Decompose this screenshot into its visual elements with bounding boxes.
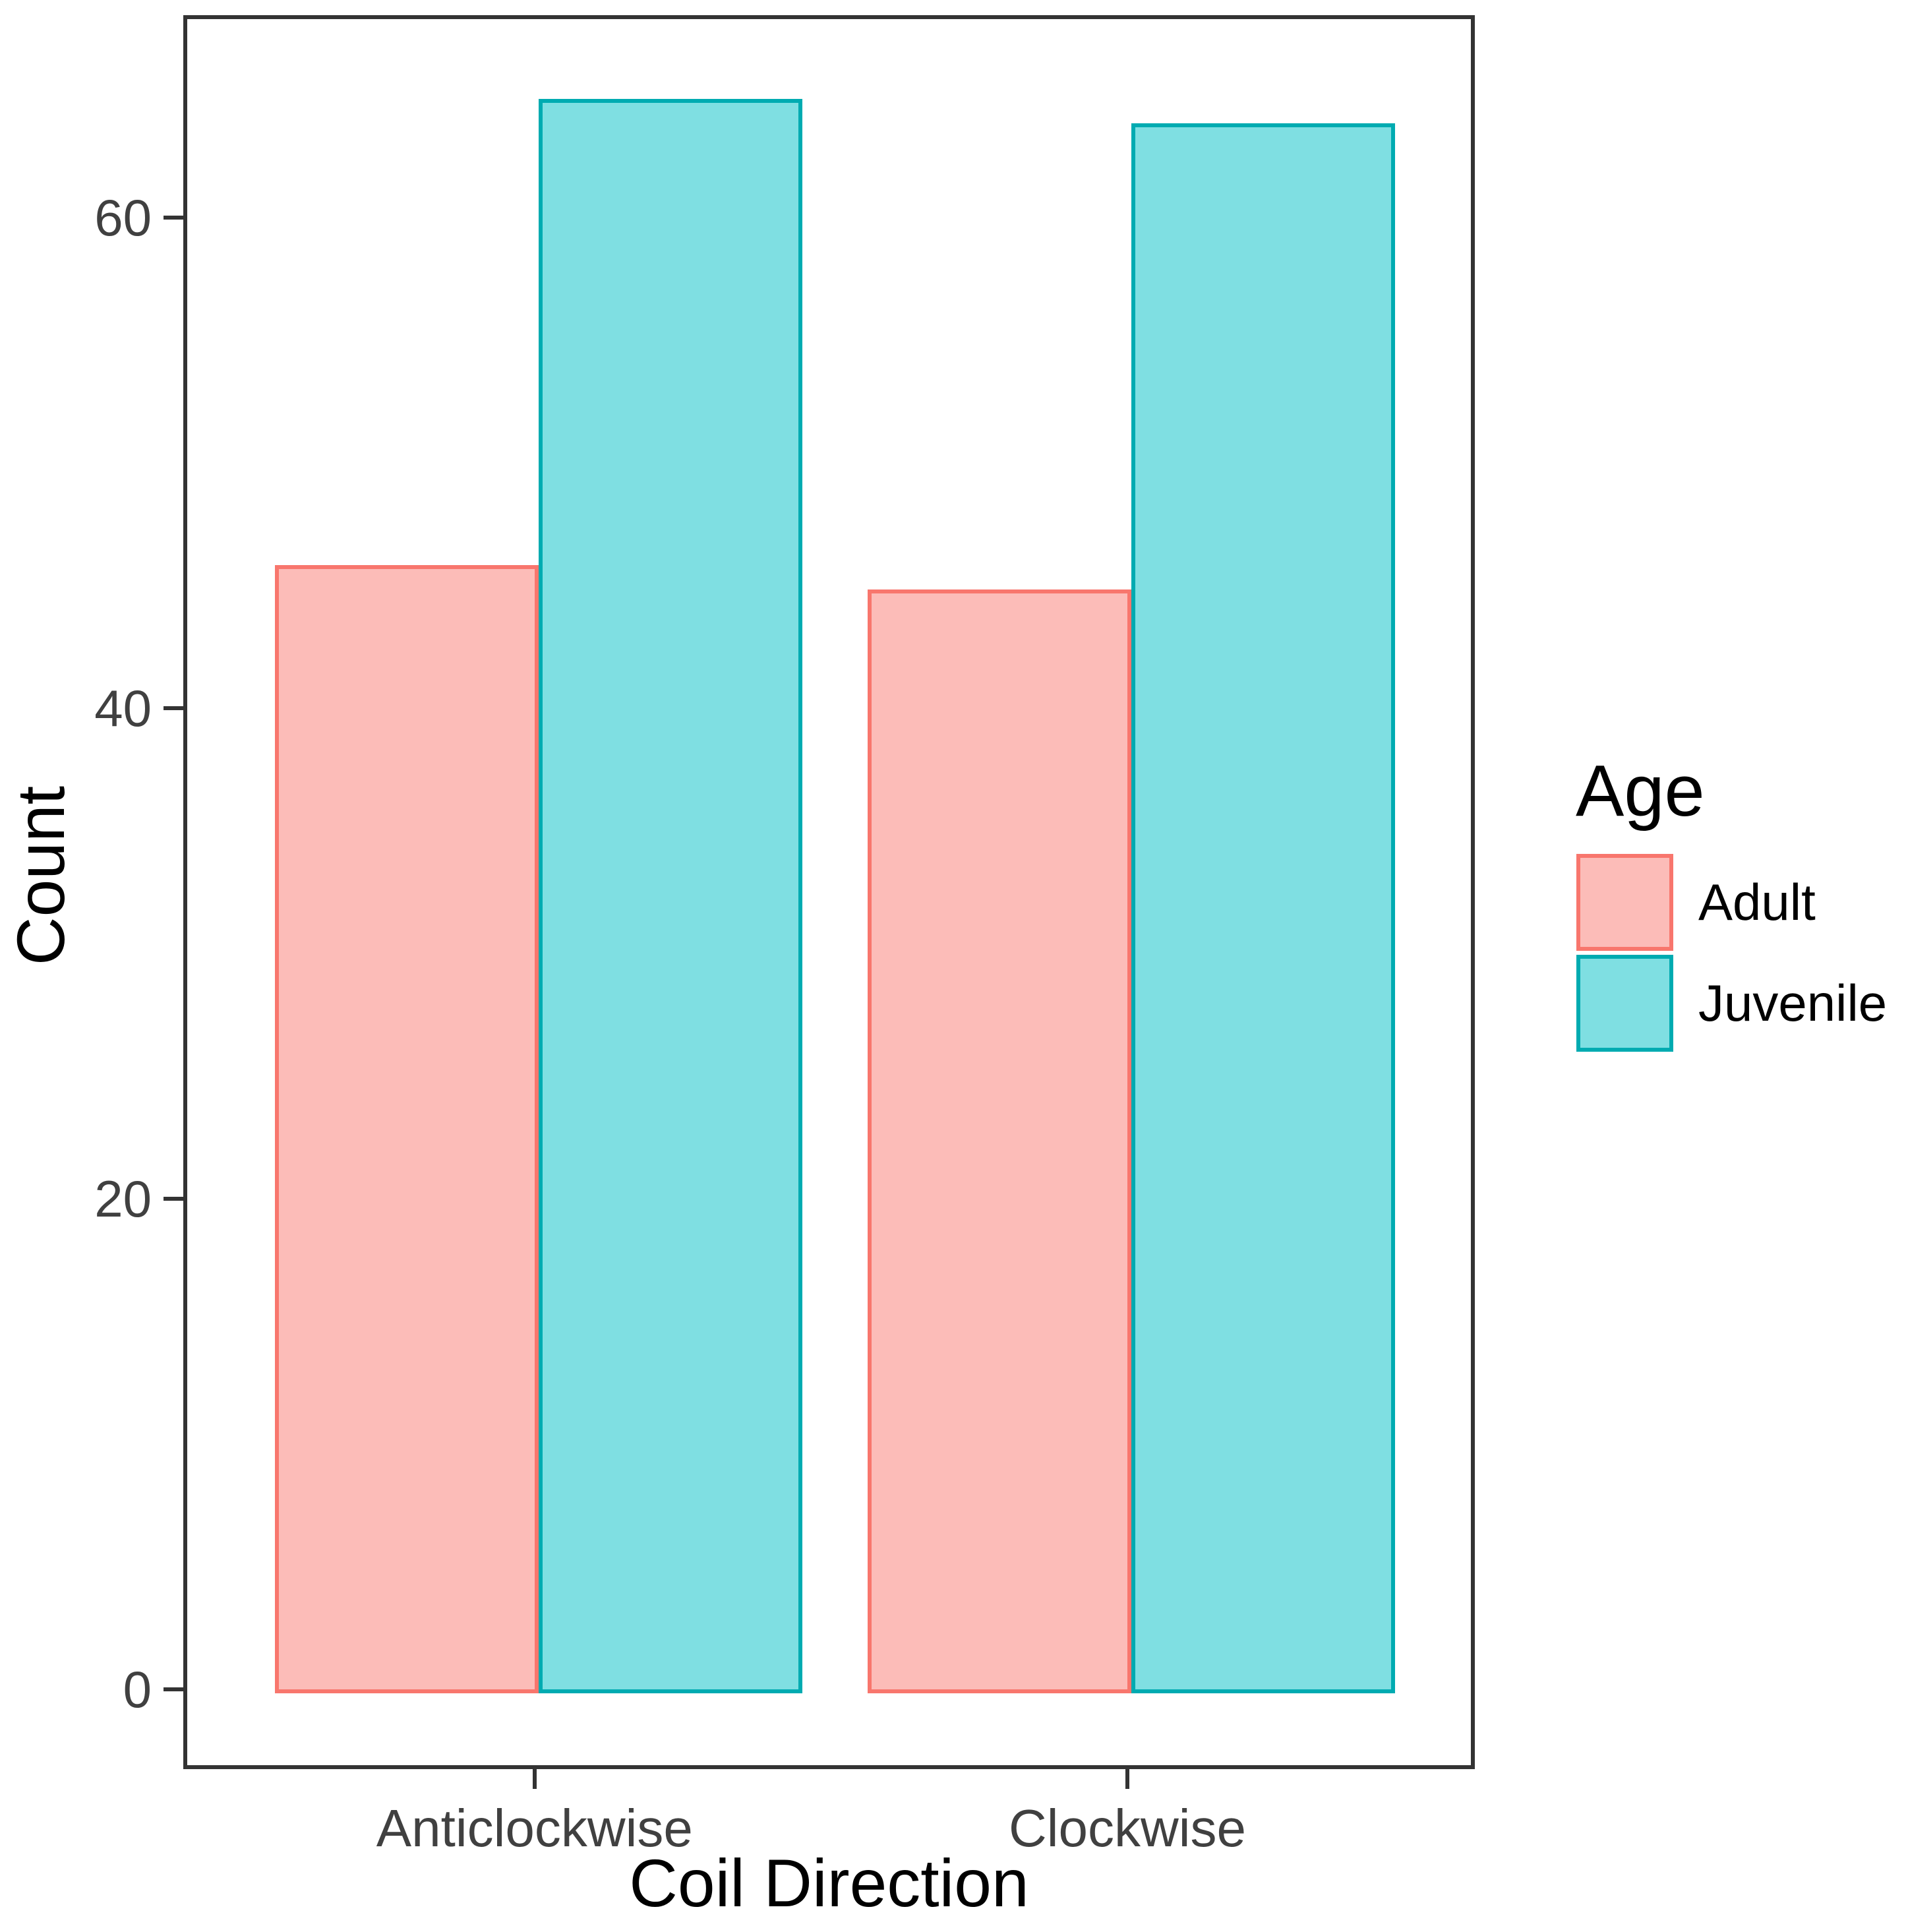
legend-key-juvenile: [1576, 955, 1673, 1052]
bar-clockwise-juvenile: [1131, 123, 1396, 1694]
bar-anticlockwise-adult: [274, 564, 539, 1694]
legend-label-juvenile: Juvenile: [1698, 974, 1888, 1032]
y-tick-mark: [164, 1687, 183, 1692]
bar-clockwise-adult: [868, 589, 1132, 1694]
y-tick-label: 0: [123, 1660, 152, 1719]
x-tick-label-clockwise: Clockwise: [1008, 1799, 1247, 1857]
legend-key-adult: [1576, 854, 1673, 951]
y-tick-mark: [164, 706, 183, 710]
x-tick-mark: [1125, 1769, 1130, 1789]
y-tick-mark: [164, 1197, 183, 1201]
y-tick-label: 40: [94, 679, 152, 737]
x-tick-label-anticlockwise: Anticlockwise: [376, 1799, 693, 1857]
plot-panel: [183, 15, 1475, 1769]
y-tick-label: 60: [94, 188, 152, 247]
y-tick-label: 20: [94, 1170, 152, 1228]
legend-label-adult: Adult: [1698, 873, 1816, 931]
bar-anticlockwise-juvenile: [538, 98, 802, 1694]
x-tick-mark: [532, 1769, 537, 1789]
legend-title: Age: [1576, 750, 1705, 831]
y-tick-mark: [164, 215, 183, 220]
x-axis-title: Coil Direction: [629, 1846, 1029, 1921]
